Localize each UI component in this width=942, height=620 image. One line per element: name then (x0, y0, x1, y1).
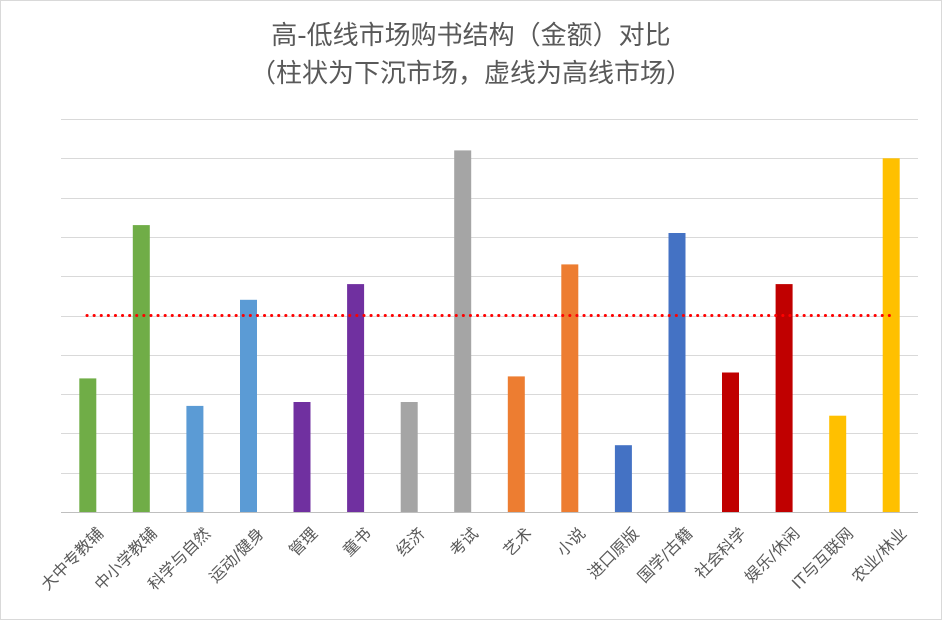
bar (829, 415, 847, 512)
bar (347, 284, 365, 512)
chart-subtitle: （柱状为下沉市场，虚线为高线市场） (249, 59, 692, 89)
bar (722, 372, 739, 512)
x-tick-label: 农业/林业 (848, 524, 911, 587)
x-tick-label: 考试 (446, 524, 482, 560)
bar (293, 402, 311, 512)
x-tick-label: 艺术 (500, 524, 536, 560)
x-tick-label: 国学/古籍 (634, 524, 697, 587)
bar (507, 376, 525, 512)
bar (240, 299, 257, 512)
x-tick-label: 管理 (285, 524, 321, 560)
x-tick-label: 小说 (553, 524, 589, 560)
bar (132, 225, 150, 512)
bar (882, 158, 900, 513)
bar (79, 378, 97, 512)
bar (454, 150, 472, 512)
chart-title: 高-低线市场购书结构（金额）对比 (271, 21, 671, 51)
x-tick-label: 运动/健身 (205, 524, 268, 587)
bar (186, 405, 204, 512)
bar (561, 264, 579, 512)
bar (400, 402, 418, 512)
x-tick-label: 经济 (392, 524, 428, 560)
bar (775, 284, 793, 512)
x-tick-label: 童书 (339, 524, 375, 560)
bar (614, 445, 632, 512)
bar (668, 233, 686, 512)
